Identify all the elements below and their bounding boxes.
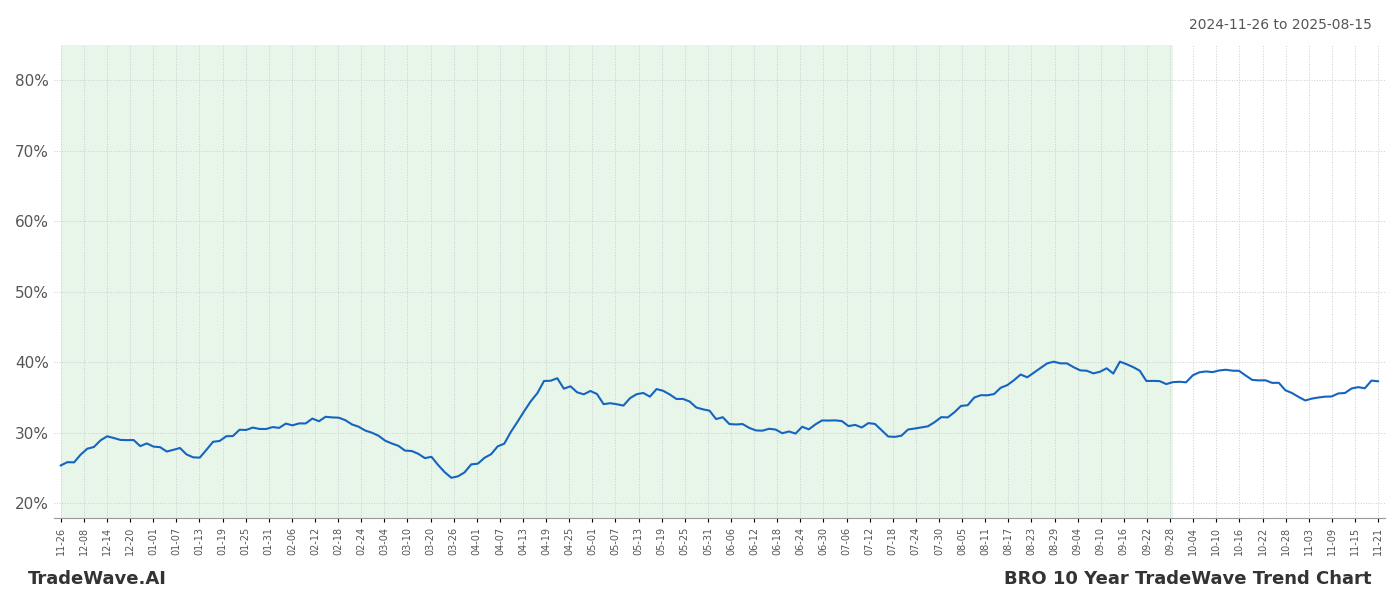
Text: 2024-11-26 to 2025-08-15: 2024-11-26 to 2025-08-15 — [1189, 18, 1372, 32]
Text: BRO 10 Year TradeWave Trend Chart: BRO 10 Year TradeWave Trend Chart — [1005, 570, 1372, 588]
Text: TradeWave.AI: TradeWave.AI — [28, 570, 167, 588]
Bar — [60, 45, 1173, 518]
